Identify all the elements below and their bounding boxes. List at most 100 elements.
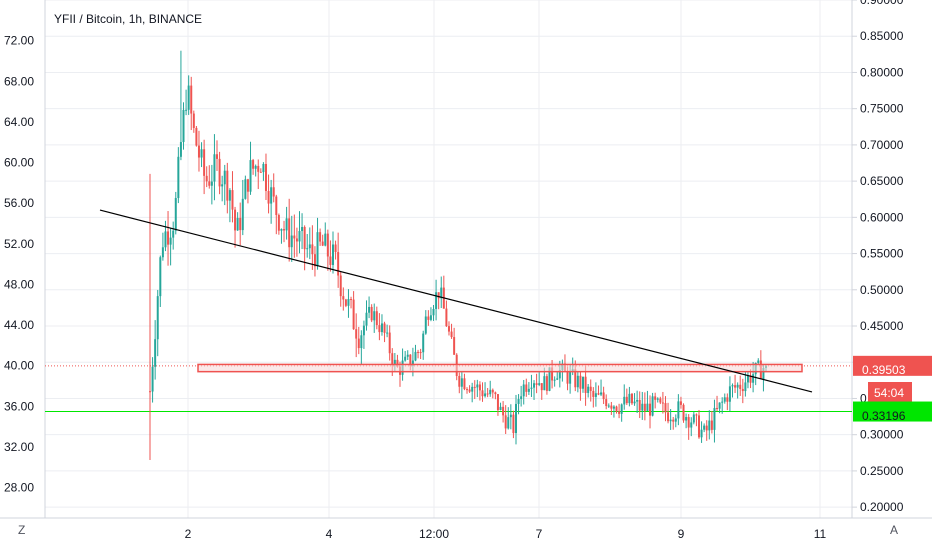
candle-body xyxy=(551,367,554,381)
auto-scale-left-button[interactable]: Z xyxy=(18,523,25,537)
candle-body xyxy=(741,388,744,392)
candle-body xyxy=(167,231,170,245)
candle-body xyxy=(316,232,319,267)
candle-body xyxy=(517,399,520,404)
candle-body xyxy=(713,407,716,430)
candle-body xyxy=(674,418,677,422)
candle-body xyxy=(496,394,499,411)
right-price-axis[interactable]: 0.90000 0.85000 0.80000 0.75000 0.70000 0.650… xyxy=(852,0,904,514)
price-tag: 0.39503 xyxy=(853,355,932,377)
candle-body xyxy=(326,233,329,257)
candle-body xyxy=(226,170,229,201)
candle-body xyxy=(313,254,316,267)
candle-body xyxy=(161,247,164,258)
candle-body xyxy=(584,376,587,393)
candle-body xyxy=(749,375,752,383)
time-tick-label: 4 xyxy=(326,527,333,541)
candle-body xyxy=(406,354,409,357)
candle-body xyxy=(739,384,742,389)
candle-body xyxy=(177,156,180,199)
candle-body xyxy=(272,187,275,197)
candle-body xyxy=(267,190,270,204)
left-tick-label: 60.00 xyxy=(4,156,34,170)
candle-body xyxy=(275,196,278,216)
candle-body xyxy=(249,160,252,192)
auto-scale-right-button[interactable]: A xyxy=(890,523,898,537)
candle-body xyxy=(612,406,615,409)
candle-body xyxy=(388,332,391,354)
candle-body xyxy=(174,198,177,231)
right-tick-label: 0.25000 xyxy=(860,464,904,478)
candle-body xyxy=(705,425,708,431)
candle-body xyxy=(558,370,561,379)
candle-body xyxy=(630,393,633,404)
candle-body xyxy=(149,391,151,393)
candle-body xyxy=(344,299,347,306)
time-tick-label: 12:00 xyxy=(419,527,449,541)
candle-body xyxy=(512,414,515,434)
candle-body xyxy=(290,235,293,248)
candle-body xyxy=(569,372,572,384)
grid xyxy=(45,0,852,518)
candle-body xyxy=(453,337,456,355)
candle-body xyxy=(172,230,175,238)
candle-body xyxy=(757,360,760,363)
candle-body xyxy=(481,390,484,397)
candle-body xyxy=(393,359,396,366)
resistance-zone[interactable] xyxy=(197,363,803,373)
candle-body xyxy=(592,390,595,397)
chart-title: YFII / Bitcoin, 1h, BINANCE xyxy=(54,12,202,26)
candle-body xyxy=(509,414,512,418)
candle-body xyxy=(579,375,582,389)
candle-body xyxy=(264,163,267,191)
candle-body xyxy=(156,296,159,340)
candle-body xyxy=(254,165,257,169)
candle-body xyxy=(527,388,530,392)
candle-body xyxy=(414,351,417,361)
candle-body xyxy=(623,396,626,405)
candle-body xyxy=(535,383,538,385)
candle-body xyxy=(514,403,517,434)
candle-body xyxy=(728,386,731,402)
candle-body xyxy=(293,235,296,239)
candle-body xyxy=(574,369,577,388)
candle-body xyxy=(295,238,298,242)
candle-body xyxy=(486,393,489,395)
candle-body xyxy=(350,299,353,301)
candle-body xyxy=(471,386,474,392)
candle-body xyxy=(208,181,211,186)
candle-body xyxy=(329,256,332,265)
right-scale-label: A xyxy=(890,523,898,537)
candle-body xyxy=(200,149,203,158)
candle-body xyxy=(373,311,376,321)
candle-body xyxy=(288,218,291,248)
candle-body xyxy=(427,316,430,320)
candle-body xyxy=(687,417,690,428)
right-tick-label: 0.70000 xyxy=(860,138,904,152)
candle-body xyxy=(520,396,523,400)
candle-body xyxy=(499,406,502,411)
trendline[interactable] xyxy=(99,209,813,393)
candle-body xyxy=(489,389,492,395)
candle-body xyxy=(391,353,394,366)
candle-body xyxy=(736,384,739,388)
support-tag: 0.33196 xyxy=(853,401,932,423)
candle-body xyxy=(646,403,649,411)
candle-body xyxy=(458,375,461,387)
candle-body xyxy=(216,154,219,159)
time-axis[interactable]: 2 4 12:00 7 9 11 xyxy=(185,527,827,541)
candle-body xyxy=(319,232,322,242)
candle-body xyxy=(708,420,711,431)
candle-body xyxy=(695,414,698,416)
right-tick-label: 0.45000 xyxy=(860,319,904,333)
candle-body xyxy=(159,257,162,297)
candle-body xyxy=(321,241,324,246)
right-tick-label: 0.60000 xyxy=(860,210,904,224)
candle-body xyxy=(672,419,675,422)
candle-body xyxy=(334,244,337,253)
right-tick-label: 0.75000 xyxy=(860,102,904,116)
candle-body xyxy=(182,109,185,143)
left-price-axis[interactable]: 72.00 68.00 64.00 60.00 56.00 52.00 48.00 44.00… xyxy=(4,34,34,495)
candle-body xyxy=(545,376,548,391)
candle-body xyxy=(692,414,695,423)
